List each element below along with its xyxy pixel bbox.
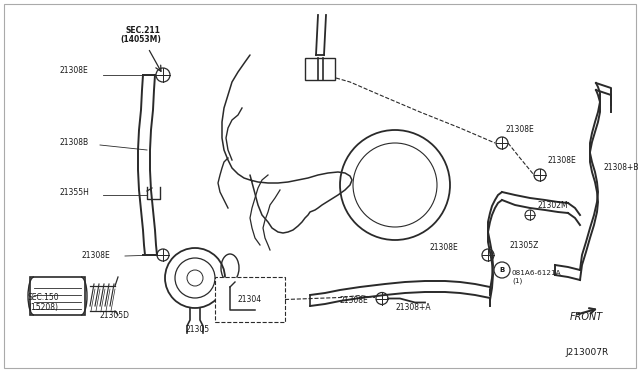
Text: 21302M: 21302M <box>538 201 568 210</box>
Text: (15208): (15208) <box>28 303 58 312</box>
Text: 21308E: 21308E <box>60 66 89 75</box>
Bar <box>215 277 285 322</box>
Text: 21305Z: 21305Z <box>510 241 540 250</box>
Text: SEC.211: SEC.211 <box>125 26 160 35</box>
Text: 081A6-6121A: 081A6-6121A <box>512 270 562 276</box>
Bar <box>305 58 335 80</box>
Text: (1): (1) <box>512 278 522 285</box>
Text: 21304: 21304 <box>237 295 261 304</box>
Text: 21305: 21305 <box>185 325 209 334</box>
Text: FRONT: FRONT <box>570 312 604 322</box>
Text: B: B <box>499 267 504 273</box>
Text: (14053M): (14053M) <box>120 35 161 44</box>
Text: 21355H: 21355H <box>60 188 90 197</box>
Text: 21308+B: 21308+B <box>603 163 639 172</box>
Text: J213007R: J213007R <box>565 348 608 357</box>
Text: 21308B: 21308B <box>60 138 89 147</box>
Text: 21305D: 21305D <box>100 311 130 320</box>
Text: 21308E: 21308E <box>505 125 534 134</box>
Text: 21308E: 21308E <box>82 251 111 260</box>
Bar <box>30 277 85 315</box>
Text: 21308E: 21308E <box>430 243 459 252</box>
Text: 21308E: 21308E <box>548 156 577 165</box>
Text: SEC.150: SEC.150 <box>28 293 60 302</box>
Text: 21308+A: 21308+A <box>395 303 431 312</box>
Text: 21308E: 21308E <box>340 296 369 305</box>
